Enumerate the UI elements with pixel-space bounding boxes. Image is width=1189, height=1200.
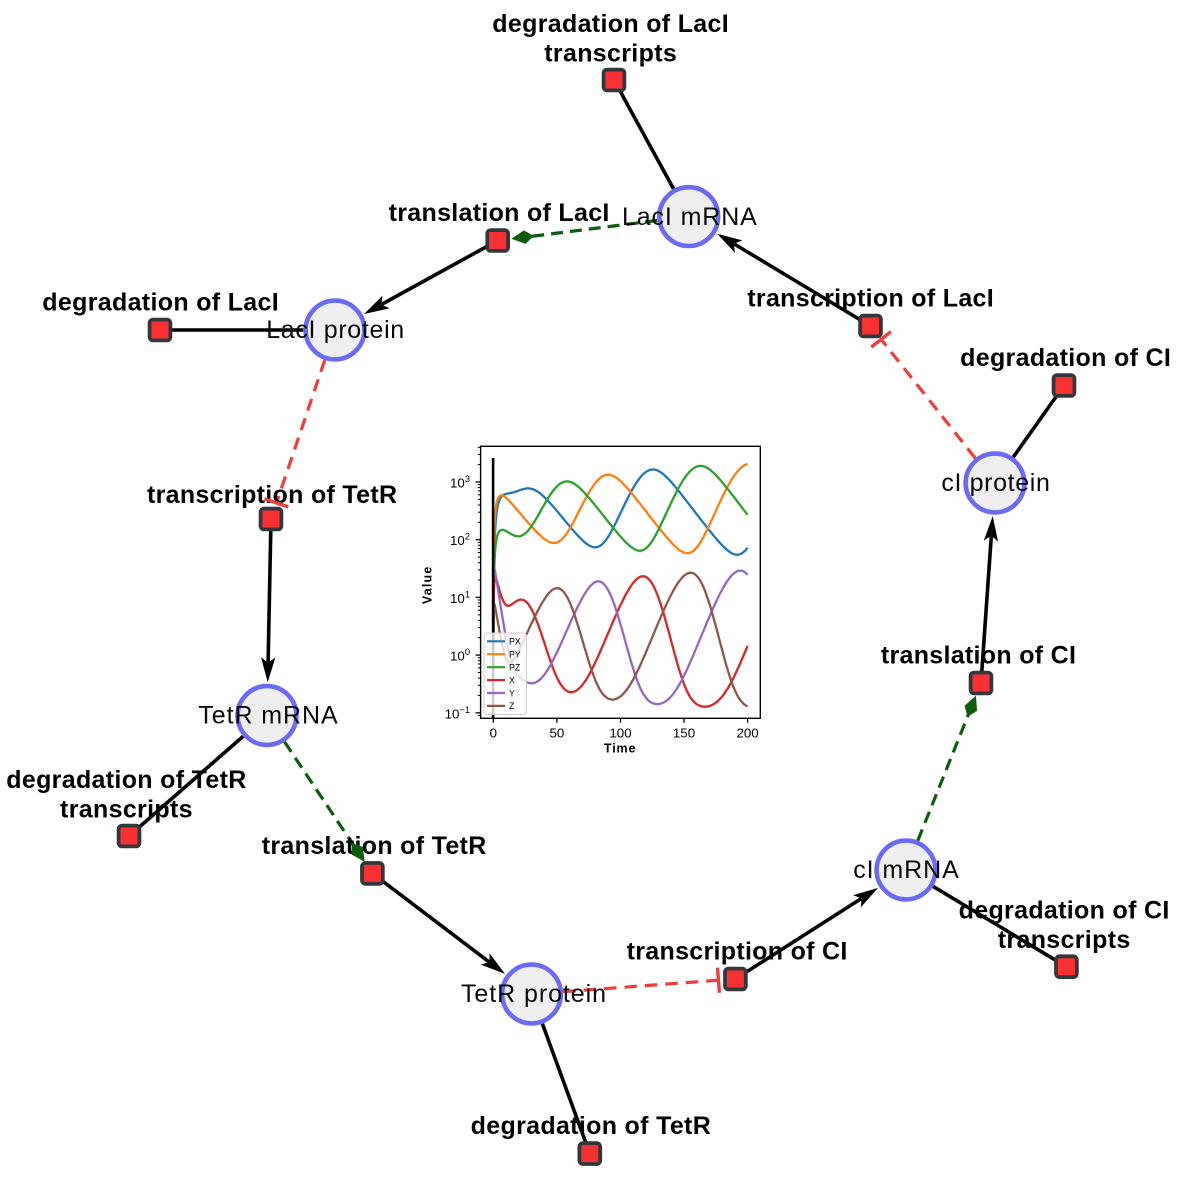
svg-text:degradation of TetR: degradation of TetR (471, 1112, 711, 1140)
svg-text:TetR mRNA: TetR mRNA (198, 702, 338, 730)
svg-text:transcription of LacI: transcription of LacI (747, 285, 993, 313)
svg-text:transcripts: transcripts (60, 796, 193, 824)
svg-text:50: 50 (550, 725, 565, 740)
svg-text:transcripts: transcripts (998, 926, 1131, 954)
svg-text:Time: Time (604, 741, 636, 755)
svg-text:100: 100 (609, 725, 631, 740)
svg-text:LacI protein: LacI protein (266, 316, 404, 344)
svg-text:Value: Value (421, 567, 435, 605)
svg-text:translation of TetR: translation of TetR (262, 832, 487, 860)
svg-text:TetR protein: TetR protein (461, 980, 606, 1008)
svg-text:degradation of TetR: degradation of TetR (6, 766, 246, 794)
svg-text:transcripts: transcripts (544, 40, 677, 68)
svg-text:cI protein: cI protein (941, 469, 1050, 497)
svg-text:degradation of CI: degradation of CI (960, 344, 1171, 372)
svg-text:LacI mRNA: LacI mRNA (622, 203, 757, 231)
svg-text:X: X (509, 675, 515, 685)
svg-text:200: 200 (737, 725, 759, 740)
svg-text:degradation of CI: degradation of CI (959, 897, 1170, 925)
svg-text:Z: Z (509, 701, 515, 711)
svg-text:150: 150 (673, 725, 695, 740)
svg-text:Y: Y (509, 688, 515, 698)
svg-text:degradation of LacI: degradation of LacI (42, 289, 278, 317)
svg-text:PY: PY (509, 650, 521, 660)
svg-text:transcription of CI: transcription of CI (627, 938, 848, 966)
svg-text:PX: PX (509, 637, 521, 647)
svg-text:translation of CI: translation of CI (881, 642, 1076, 670)
svg-text:degradation of LacI: degradation of LacI (492, 10, 728, 38)
svg-text:cI mRNA: cI mRNA (853, 856, 959, 884)
svg-text:0: 0 (490, 725, 497, 740)
svg-text:PZ: PZ (509, 663, 521, 673)
svg-text:translation of LacI: translation of LacI (389, 199, 610, 227)
svg-text:transcription of TetR: transcription of TetR (147, 481, 397, 509)
